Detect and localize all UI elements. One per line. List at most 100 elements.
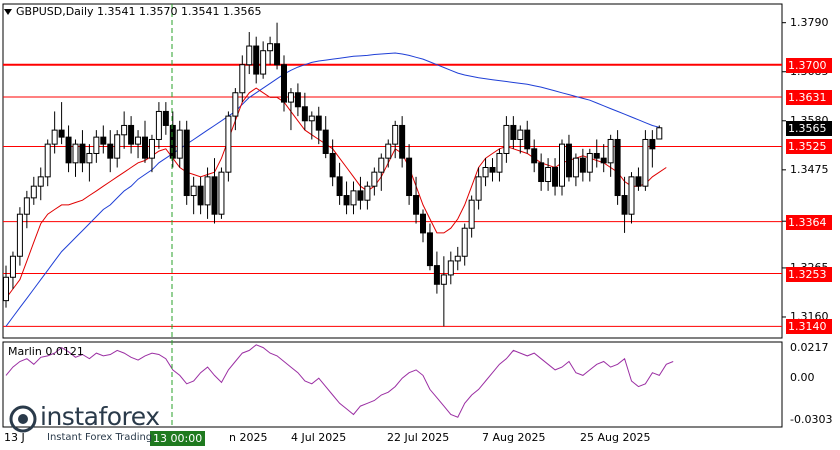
candle-body: [190, 185, 197, 197]
price-tick-label: 1.3790: [790, 15, 829, 29]
indicator-tick-label: 0.0217: [790, 340, 829, 354]
candle-body: [9, 255, 16, 278]
candle-body: [538, 162, 545, 183]
candle-body: [545, 166, 552, 183]
indicator-tick-label: -0.0303: [790, 413, 833, 427]
candle-body: [336, 176, 343, 197]
candle-body: [399, 124, 406, 159]
candle-body: [357, 190, 364, 201]
candle-body: [260, 50, 267, 75]
candle-body: [350, 190, 357, 206]
candle-body: [468, 199, 475, 229]
candle-body: [649, 138, 656, 150]
watermark-brand: instaforex: [40, 402, 160, 431]
horizontal-levels: [3, 63, 782, 327]
indicator-title: Marlin 0.0121: [8, 345, 84, 358]
candle-body: [218, 171, 225, 215]
candle-body: [656, 127, 663, 140]
candle-body: [572, 157, 579, 178]
date-label: 22 Jul 2025: [387, 431, 450, 444]
candle-body: [239, 64, 246, 94]
oscillator-polyline: [5, 344, 674, 418]
candle-body: [531, 148, 538, 164]
candle-body: [510, 124, 517, 140]
candle-body: [329, 152, 336, 178]
price-tick-label: 1.3475: [790, 162, 829, 176]
candle-body: [426, 232, 433, 267]
candle-body: [135, 136, 142, 145]
candle-body: [148, 138, 155, 159]
candle-body: [162, 110, 169, 126]
candle-body: [642, 138, 649, 187]
watermark-tagline: Instant Forex Trading: [47, 432, 153, 443]
candle-body: [37, 176, 44, 187]
candle-body: [385, 143, 392, 159]
level-price-tag: 1.3700: [786, 57, 832, 73]
candle-body: [461, 227, 468, 257]
candle-body: [524, 129, 531, 150]
candle-body: [496, 152, 503, 173]
candle-body: [607, 138, 614, 164]
candle-body: [267, 43, 274, 52]
candle-body: [559, 143, 565, 187]
candle-body: [565, 143, 572, 178]
current-price-tag: 1.3565: [786, 120, 832, 136]
level-price-tag: 1.3253: [786, 266, 832, 282]
candle-body: [600, 157, 607, 164]
candle-body: [72, 143, 79, 164]
candle-body: [552, 166, 559, 187]
candle-body: [447, 260, 454, 276]
candle-body: [586, 152, 593, 173]
indicator-pane-border: [2, 341, 783, 428]
oscillator-line: [5, 344, 674, 418]
candle-body: [406, 157, 413, 197]
date-label: 7 Aug 2025: [482, 431, 546, 444]
candle-body: [197, 185, 204, 206]
chart-symbol-title: GBPUSD,Daily 1.3541 1.3570 1.3541 1.3565: [4, 5, 261, 18]
level-price-tag: 1.3140: [786, 319, 832, 335]
candle-body: [281, 64, 287, 103]
candle-body: [413, 195, 420, 215]
candle-body: [65, 136, 72, 164]
symbol-title-text: GBPUSD,Daily 1.3541 1.3570 1.3541 1.3565: [16, 5, 262, 18]
candle-body: [475, 176, 482, 201]
candle-body: [392, 124, 399, 145]
candle-body: [274, 43, 281, 66]
dropdown-arrow-icon[interactable]: [4, 9, 12, 15]
candle-body: [16, 213, 23, 257]
candle-body: [93, 136, 100, 154]
level-price-tag: 1.3364: [786, 214, 832, 230]
candle-body: [454, 255, 461, 262]
candle-body: [315, 115, 322, 131]
candle-body: [322, 129, 329, 154]
candle-body: [420, 213, 426, 234]
candle-body: [3, 276, 9, 302]
moving-average-slow: [5, 52, 660, 327]
candle-body: [579, 157, 586, 173]
candle-body: [58, 129, 65, 138]
ma-fast-line: [5, 87, 667, 299]
candle-body: [100, 136, 107, 145]
candle-body: [253, 45, 260, 75]
candle-body: [489, 166, 496, 173]
candle-body: [211, 176, 218, 215]
candle-body: [433, 265, 440, 285]
candle-body: [23, 197, 30, 215]
watermark: instaforex Instant Forex Trading: [8, 402, 188, 450]
candle-body: [155, 110, 162, 140]
candle-body: [343, 195, 350, 206]
candle-body: [482, 166, 489, 178]
candle-body: [86, 152, 93, 164]
candle-body: [246, 45, 253, 66]
candle-body: [114, 134, 121, 159]
current-price-text: 1.3565: [788, 121, 827, 135]
date-label: 25 Aug 2025: [580, 431, 651, 444]
crosshair-time-tag: 13 00:00: [150, 431, 206, 446]
candle-body: [30, 185, 37, 199]
candle-body: [378, 157, 385, 173]
candle-body: [204, 176, 211, 206]
candle-body: [364, 185, 371, 201]
candle-body: [503, 124, 510, 154]
candle-body: [308, 115, 315, 122]
